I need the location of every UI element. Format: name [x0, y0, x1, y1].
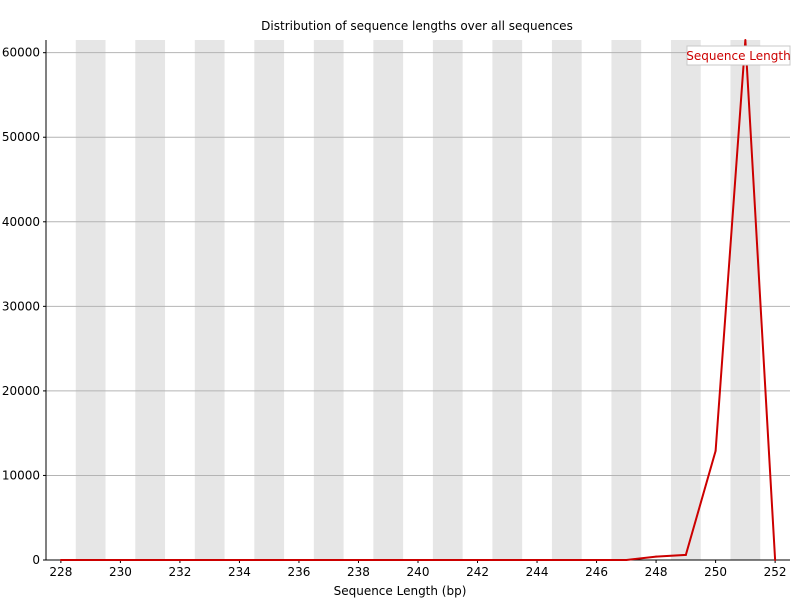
data-point	[357, 559, 360, 561]
series-layer	[59, 39, 777, 561]
data-point	[59, 559, 62, 561]
data-point	[119, 559, 122, 561]
x-tick-label: 250	[704, 565, 727, 579]
series-line-sequence-length	[60, 39, 777, 561]
x-axis-ticks: 228 230 232 234 236 238 240 242 244 246 248 250 252	[49, 560, 787, 579]
data-point	[625, 559, 628, 561]
band-241	[432, 40, 463, 560]
background-bands	[75, 40, 761, 560]
data-point	[387, 559, 390, 561]
legend-label-sequence-length: Sequence Length	[686, 49, 790, 63]
legend-box	[686, 45, 791, 66]
x-tick-label: 230	[109, 565, 132, 579]
y-tick-label: 10000	[2, 468, 40, 482]
x-tick-label: 248	[645, 565, 668, 579]
x-tick-label: 228	[49, 565, 72, 579]
x-tick-label: 240	[407, 565, 430, 579]
x-tick-label: 252	[764, 565, 787, 579]
data-point	[595, 559, 598, 561]
y-tick-label: 40000	[2, 215, 40, 229]
x-tick-label: 244	[526, 565, 549, 579]
data-point	[565, 559, 568, 561]
data-point	[446, 559, 449, 561]
data-point	[327, 559, 330, 561]
band-237	[313, 40, 344, 560]
data-point	[297, 559, 300, 561]
x-tick-label: 234	[228, 565, 251, 579]
y-axis-ticks: 0 10000 20000 30000 40000 50000 60000	[2, 46, 46, 567]
data-point	[536, 559, 539, 561]
y-tick-label: 60000	[2, 46, 40, 60]
data-point	[149, 559, 152, 561]
data-point	[238, 559, 241, 561]
data-point	[268, 559, 271, 561]
band-247	[611, 40, 642, 560]
data-point	[744, 39, 747, 41]
band-251	[730, 40, 761, 560]
x-tick-label: 238	[347, 565, 370, 579]
band-231	[135, 40, 166, 560]
data-point	[476, 559, 479, 561]
data-point	[684, 553, 687, 556]
x-axis-title: Sequence Length (bp)	[334, 584, 467, 598]
x-tick-label: 236	[288, 565, 311, 579]
band-249	[670, 40, 701, 560]
legend: Sequence Length	[686, 45, 791, 66]
data-point	[506, 559, 509, 561]
band-233	[194, 40, 225, 560]
x-tick-label: 246	[585, 565, 608, 579]
data-point	[178, 559, 181, 561]
band-239	[373, 40, 404, 560]
x-tick-label: 242	[466, 565, 489, 579]
y-tick-label: 50000	[2, 130, 40, 144]
band-245	[551, 40, 582, 560]
band-235	[254, 40, 285, 560]
horizontal-gridlines	[46, 52, 790, 476]
data-point	[89, 559, 92, 561]
y-tick-label: 30000	[2, 299, 40, 313]
band-229	[75, 40, 106, 560]
data-point	[774, 559, 777, 561]
data-point	[714, 449, 717, 452]
data-point	[208, 559, 211, 561]
y-tick-label: 20000	[2, 384, 40, 398]
chart-title: Distribution of sequence lengths over al…	[261, 19, 573, 33]
x-tick-label: 232	[168, 565, 191, 579]
data-point	[417, 559, 419, 561]
data-point	[655, 555, 658, 558]
band-243	[492, 40, 523, 560]
y-tick-label: 0	[32, 553, 40, 567]
